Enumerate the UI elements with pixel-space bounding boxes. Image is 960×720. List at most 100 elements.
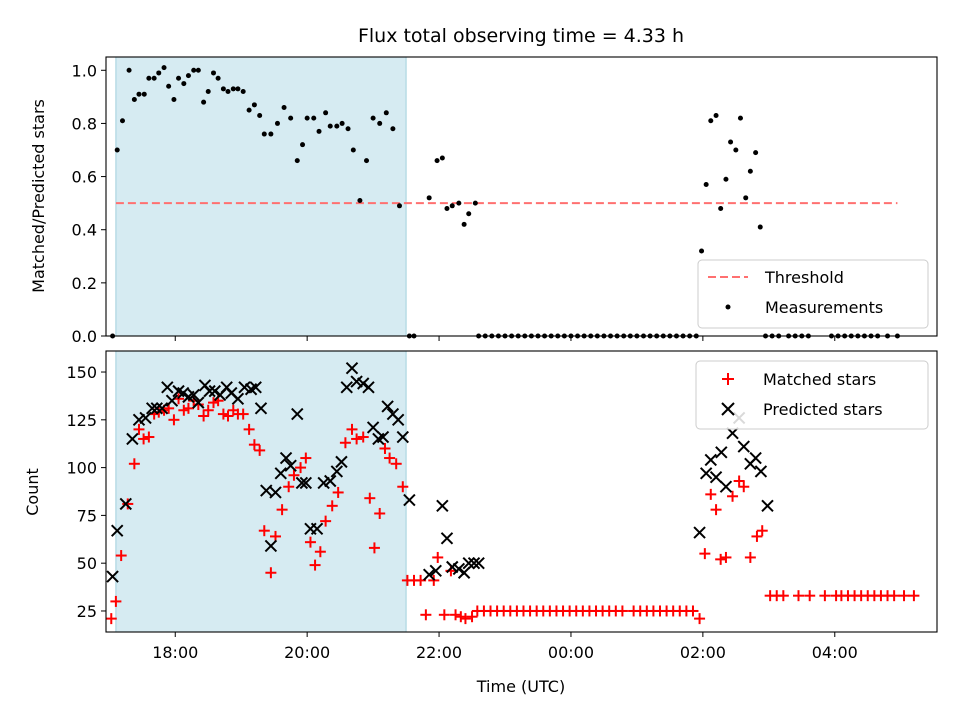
matched-star-point bbox=[364, 492, 376, 504]
top-legend: Threshold Measurements bbox=[697, 259, 929, 329]
top-axes-frame bbox=[105, 56, 938, 337]
matched-star-point bbox=[898, 590, 910, 602]
matched-star-point bbox=[744, 551, 756, 563]
matched-star-point bbox=[115, 550, 127, 562]
matched-star-point bbox=[727, 490, 739, 502]
matched-star-point bbox=[346, 423, 358, 435]
matched-star-point bbox=[243, 423, 255, 435]
matched-star-point bbox=[397, 481, 409, 493]
bottom-ytick-label: 150 bbox=[66, 363, 97, 382]
bottom-ylabel: Count bbox=[23, 468, 42, 516]
matched-star-point bbox=[720, 551, 732, 563]
matched-star-point bbox=[309, 559, 321, 571]
bottom-ytick-label: 50 bbox=[77, 554, 97, 573]
predicted-star-point bbox=[396, 430, 409, 444]
matched-star-point bbox=[379, 442, 391, 454]
matched-star-point bbox=[459, 613, 471, 625]
measurement-point bbox=[434, 158, 440, 164]
predicted-star-point bbox=[106, 570, 119, 583]
bottom-xtick-label: 20:00 bbox=[284, 643, 330, 662]
matched-star-point bbox=[699, 548, 711, 560]
measurement-point bbox=[161, 65, 167, 71]
measurement-point bbox=[220, 86, 226, 92]
top-ytick-label: 0.4 bbox=[72, 221, 97, 240]
top-ytick-label: 0.0 bbox=[72, 327, 97, 346]
matched-star-point bbox=[138, 433, 150, 445]
predicted-star-point bbox=[295, 476, 309, 490]
matched-star-point bbox=[283, 481, 295, 493]
matched-star-point bbox=[804, 590, 816, 602]
bottom-ytick-label: 125 bbox=[66, 411, 97, 430]
measurement-point bbox=[426, 195, 432, 201]
predicted-star-point bbox=[254, 402, 268, 415]
predicted-star-point bbox=[726, 426, 739, 440]
matched-star-point bbox=[466, 611, 478, 623]
measurement-point bbox=[703, 182, 709, 188]
measurement-point bbox=[195, 67, 201, 73]
legend-measurements-label: Measurements bbox=[765, 298, 883, 317]
bottom-legend: Matched stars Predicted stars bbox=[695, 360, 929, 430]
matched-star-point bbox=[304, 536, 316, 548]
measurement-point bbox=[126, 67, 132, 73]
matched-star-point bbox=[326, 500, 338, 512]
measurement-point bbox=[439, 155, 445, 161]
measurement-point bbox=[136, 91, 142, 97]
measurement-point bbox=[304, 115, 310, 121]
predicted-star-point bbox=[119, 497, 132, 511]
measurement-point bbox=[723, 176, 729, 182]
predicted-star-point bbox=[472, 556, 485, 570]
measurement-point bbox=[268, 131, 274, 137]
matched-star-point bbox=[248, 439, 260, 451]
predicted-star-point bbox=[366, 421, 380, 434]
predicted-star-point bbox=[161, 381, 174, 394]
predicted-star-point bbox=[330, 465, 344, 478]
measurement-point bbox=[728, 139, 734, 145]
matched-star-point bbox=[733, 475, 745, 487]
matched-star-point bbox=[237, 408, 249, 420]
predicted-star-point bbox=[249, 381, 262, 394]
predicted-star-point bbox=[467, 556, 481, 570]
measurement-point bbox=[171, 97, 177, 103]
predicted-star-point bbox=[422, 568, 436, 581]
bottom-xtick-label: 04:00 bbox=[812, 643, 858, 662]
matched-star-point bbox=[300, 452, 312, 464]
predicted-star-point bbox=[715, 446, 728, 459]
bottom-xtick-label: 22:00 bbox=[416, 643, 462, 662]
matched-star-point bbox=[351, 433, 363, 445]
matched-star-point bbox=[908, 590, 920, 602]
predicted-star-point bbox=[737, 440, 750, 453]
predicted-star-point bbox=[693, 526, 706, 539]
measurement-point bbox=[753, 150, 759, 156]
matched-star-point bbox=[374, 507, 386, 519]
predicted-star-point bbox=[391, 413, 405, 427]
legend-measurements-swatch bbox=[725, 304, 731, 310]
bottom-ytick-label: 100 bbox=[66, 459, 97, 478]
predicted-star-point bbox=[299, 476, 313, 490]
bottom-ytick-label: 25 bbox=[77, 602, 97, 621]
measurement-point bbox=[339, 120, 345, 126]
measurement-point bbox=[294, 158, 300, 164]
matched-star-point bbox=[687, 605, 699, 617]
measurement-point bbox=[377, 120, 383, 126]
matched-star-point bbox=[182, 402, 194, 414]
measurement-point bbox=[251, 102, 257, 108]
matched-star-point bbox=[222, 410, 234, 422]
matched-star-point bbox=[705, 488, 717, 500]
measurement-point bbox=[246, 107, 252, 113]
measurement-point bbox=[274, 120, 280, 126]
matched-star-point bbox=[384, 452, 396, 464]
predicted-star-point bbox=[279, 451, 293, 465]
matched-star-point bbox=[450, 609, 462, 621]
matched-star-point bbox=[390, 458, 402, 470]
measurement-point bbox=[323, 110, 329, 116]
chart-title: Flux total observing time = 4.33 h bbox=[358, 25, 684, 47]
predicted-star-point bbox=[284, 459, 297, 472]
matched-star-point bbox=[793, 590, 804, 602]
measurement-point bbox=[747, 168, 753, 174]
bottom-xtick-label: 00:00 bbox=[548, 643, 594, 662]
legend-matched-label: Matched stars bbox=[763, 370, 876, 389]
measurement-point bbox=[176, 75, 182, 81]
measurement-point bbox=[166, 83, 172, 89]
measurement-point bbox=[713, 112, 719, 118]
